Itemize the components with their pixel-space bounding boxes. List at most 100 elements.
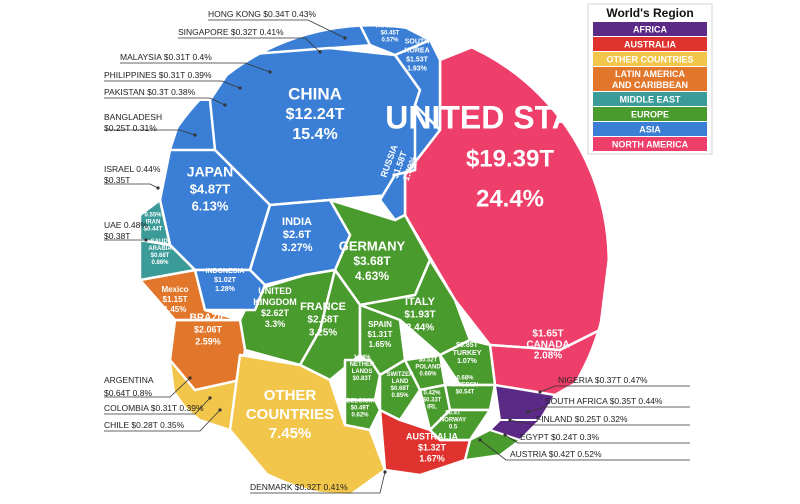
label-italy-gdp: $1.93T (404, 310, 435, 321)
label-norway-name: NORWAY (440, 418, 466, 424)
label-belgium-gdp: $0.49T (351, 406, 370, 412)
callout-singapore-0-32t-0-41: SINGAPORE $0.32T 0.41% (178, 27, 322, 54)
cell-turkey (438, 338, 497, 387)
label-switzerland-gdp: $0.68T (391, 386, 410, 392)
label-netherlands-name: NETHER (350, 362, 375, 368)
callout-denmark-0-32t-0-41: DENMARK $0.32T 0.41% (250, 470, 387, 494)
label-spain-share: 1.65% (369, 340, 392, 349)
legend-swatch (593, 37, 707, 51)
callout-leader-line (208, 19, 346, 39)
callout-text: ARGENTINA (104, 375, 154, 385)
label-australia-gdp: $1.32T (418, 442, 447, 452)
callout-chile-0-28t-0-35: CHILE $0.28T 0.35% (104, 408, 222, 432)
callout-finland-0-25t-0-32: FINLAND $0.25T 0.32% (508, 414, 690, 426)
label-india: INDIA$2.6T3.27% (281, 216, 312, 254)
callout-leader-line (509, 419, 690, 426)
legend-swatch (593, 22, 707, 36)
callout-dot (144, 238, 148, 242)
callout-dot (188, 376, 192, 380)
label-saudi-arabia-gdp: $0.68T (151, 253, 170, 259)
legend-label-2: AND CARIBBEAN (612, 80, 688, 90)
label-indonesia: INDONESIA $1.02T 1.28% (206, 268, 245, 293)
label-irl-share: 0.42% (423, 391, 441, 397)
legend-label: MIDDLE EAST (619, 95, 681, 105)
label-poland-share: 0.66% (419, 372, 437, 378)
label-china-name: CHINA (288, 84, 342, 103)
callout-egypt-0-24t-0-3: EGYPT $0.24T 0.3% (503, 432, 690, 444)
callout-text: FINLAND $0.25T 0.32% (536, 414, 628, 424)
legend-swatch (593, 92, 707, 106)
legend-item-australia: AUSTRALIA (593, 37, 707, 51)
cell-russia (378, 103, 442, 222)
label-south-korea: SOUTH KOREA $1.53T 1.93% (404, 38, 429, 72)
callout-leader-line (504, 434, 690, 444)
label-netherlands-name: LANDS (352, 369, 373, 375)
label-india-name: INDIA (282, 216, 312, 228)
label-canada-gdp: $1.65T (532, 329, 563, 340)
callout-dot (238, 86, 242, 90)
label-netherlands-gdp: $0.83T (353, 376, 372, 382)
cell-norway (428, 408, 492, 442)
callout-dot (318, 50, 322, 54)
callout-dot (193, 133, 197, 137)
callout-dot (208, 396, 212, 400)
label-thailand-name: THAILAND (375, 24, 406, 30)
cell-switzerland (378, 358, 422, 422)
label-mexico-share: 1.45% (164, 305, 187, 314)
legend: World's Region AFRICA AUSTRALIA OTHER COUNT… (587, 3, 713, 155)
label-south-korea-name: SOUTH (405, 38, 430, 45)
legend-item-other-countries: OTHER COUNTRIES (593, 52, 707, 66)
callout-dot (383, 470, 387, 474)
label-united-states-gdp: $19.39T (466, 145, 554, 172)
legend-swatch (593, 122, 707, 136)
cell-belgium (343, 398, 382, 432)
label-south-korea-gdp: $1.53T (406, 56, 429, 63)
legend-label: EUROPE (631, 110, 669, 120)
callout-text: ISRAEL 0.44% (104, 164, 161, 174)
label-australia-share: 1.67% (419, 453, 445, 463)
callout-text-2: $0.35T (104, 175, 130, 185)
callout-leader-line (104, 397, 211, 415)
label-thailand-gdp: $0.45T (381, 31, 400, 37)
label-united-kingdom-share: 3.3% (265, 319, 286, 329)
callout-dot (223, 103, 227, 107)
label-belgium-share: 0.62% (351, 413, 369, 419)
label-other-countries: OTHER COUNTRIES 7.45% (246, 387, 334, 442)
cell-thailand (358, 25, 432, 57)
label-switzerland-share: 0.85% (391, 393, 409, 399)
callout-austria-0-42t-0-52: AUSTRIA $0.42T 0.52% (478, 438, 690, 461)
label-belgium-name: BELGIUM (346, 399, 374, 405)
legend-item-europe: EUROPE (593, 107, 707, 121)
label-japan: JAPAN$4.87T 6.13% (187, 164, 233, 214)
label-italy: ITALY $1.93T 2.44% (404, 296, 435, 334)
label-china-gdp: $12.24T (286, 106, 345, 123)
label-switzerland-name: SWITZER (387, 372, 415, 378)
callout-pakistan-0-3t-0-38: PAKISTAN $0.3T 0.38% (104, 87, 227, 107)
cell-indonesia (193, 268, 267, 312)
legend-item-north-america: NORTH AMERICA (593, 137, 707, 151)
label-irl-name: IRL (427, 405, 437, 411)
callout-dot (156, 186, 160, 190)
label-spain-name: SPAIN (368, 320, 392, 329)
callout-leader-line (104, 183, 159, 189)
callout-text-2: $0.64T 0.8% (104, 388, 152, 398)
legend-swatch (593, 137, 707, 151)
callout-leader-line (178, 37, 321, 53)
label-canada-share: 2.08% (534, 351, 562, 362)
callout-text: EGYPT $0.24T 0.3% (520, 432, 600, 442)
label-france-share: 3.25% (309, 328, 337, 339)
label-thailand-share: 0.57% (381, 38, 399, 44)
label-mexico-gdp: $1.15T (163, 295, 188, 304)
legend-swatch (593, 67, 707, 91)
label-other-countries-name: COUNTRIES (246, 406, 334, 423)
label-mexico-name: Mexico (161, 285, 188, 294)
legend-label: ASIA (639, 125, 661, 135)
